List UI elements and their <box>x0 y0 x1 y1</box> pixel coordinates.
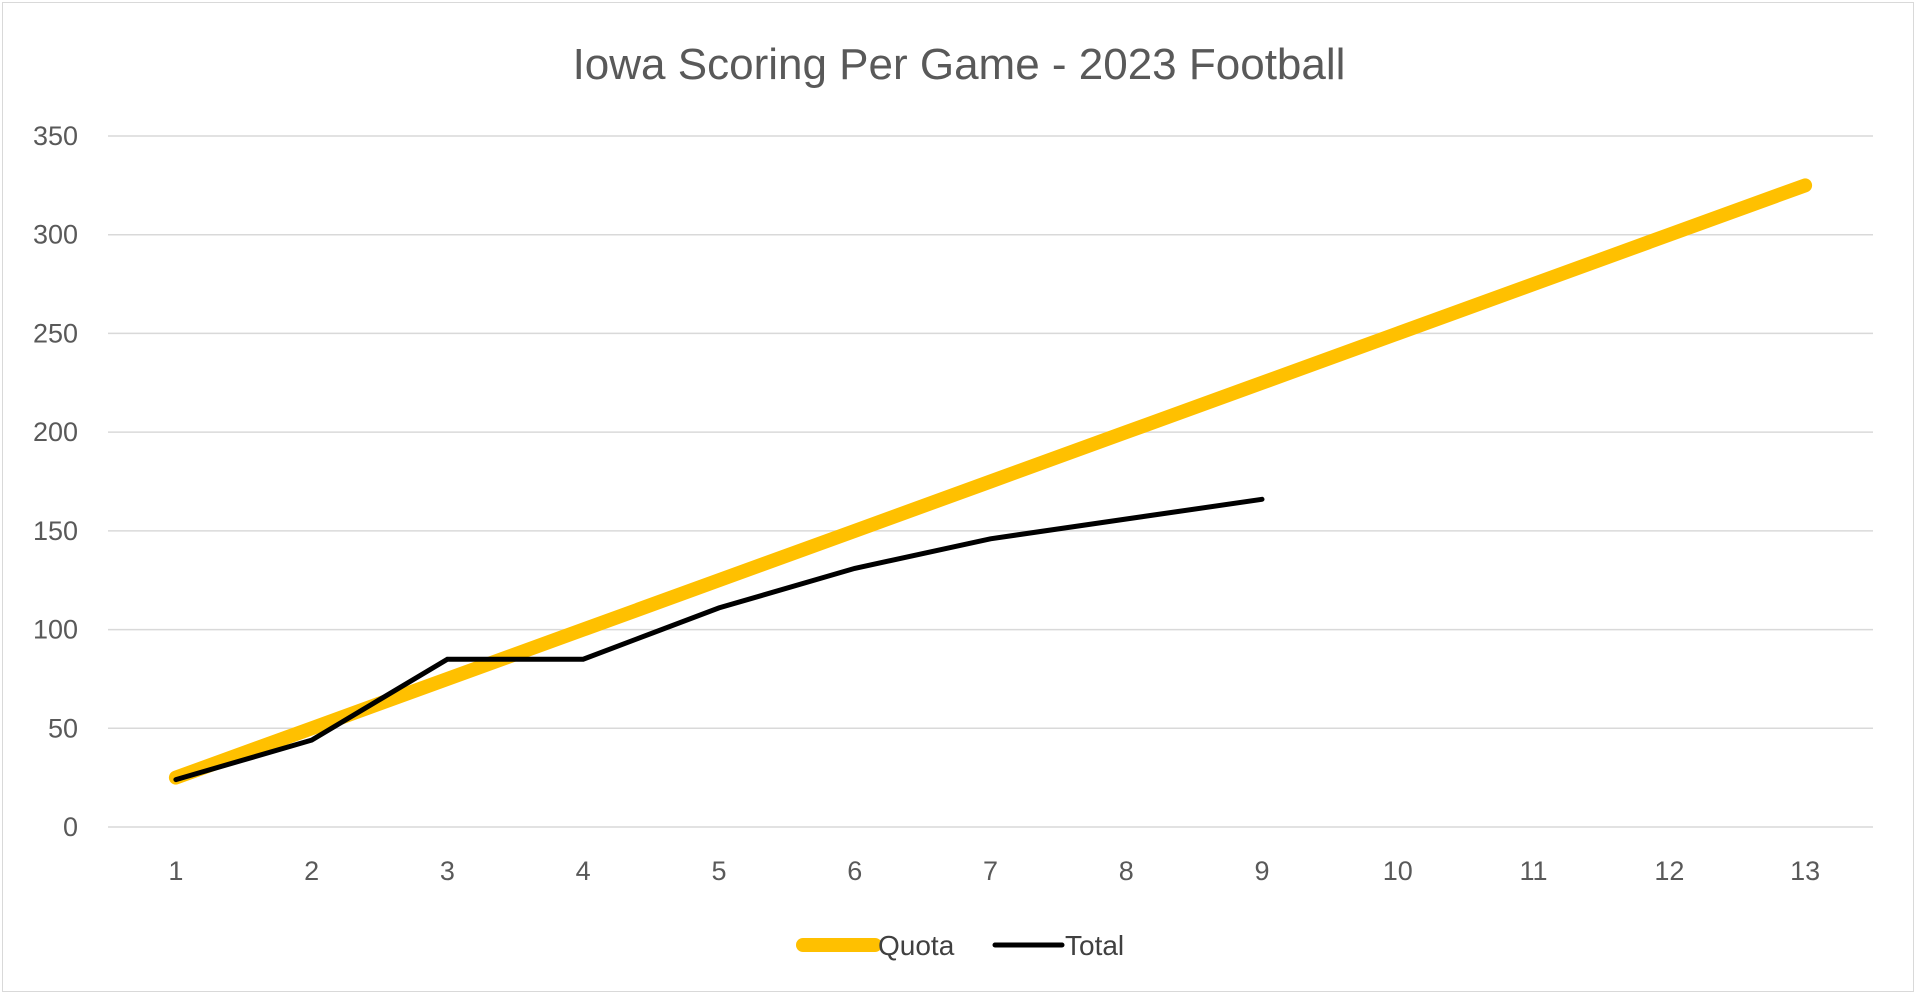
x-tick-label: 3 <box>440 856 455 886</box>
y-axis-tick-labels: 0 50 100 150 200 250 300 350 <box>33 121 78 842</box>
x-tick-label: 1 <box>168 856 183 886</box>
gridlines <box>108 135 1873 828</box>
legend-label-quota: Quota <box>878 930 955 961</box>
chart-svg: Iowa Scoring Per Game - 2023 Football 0 5… <box>33 40 1873 961</box>
x-tick-label: 2 <box>304 856 319 886</box>
series-line-total <box>173 496 1265 783</box>
chart-title: Iowa Scoring Per Game - 2023 Football <box>573 40 1346 89</box>
x-tick-label: 13 <box>1790 856 1820 886</box>
x-tick-label: 8 <box>1119 856 1134 886</box>
x-tick-label: 5 <box>711 856 726 886</box>
x-tick-label: 4 <box>576 856 591 886</box>
series-lines <box>168 178 1813 785</box>
series-line-quota <box>168 178 1813 785</box>
y-tick-label: 0 <box>63 812 78 842</box>
x-tick-label: 11 <box>1520 856 1548 886</box>
x-axis-tick-labels: 1 2 3 4 5 6 7 8 9 10 11 12 13 <box>168 856 1820 886</box>
x-tick-label: 7 <box>983 856 998 886</box>
x-tick-label: 9 <box>1255 856 1270 886</box>
y-tick-label: 50 <box>48 713 78 743</box>
y-tick-label: 300 <box>33 220 78 250</box>
legend: Quota Total <box>796 930 1124 961</box>
y-tick-label: 200 <box>33 417 78 447</box>
x-tick-label: 6 <box>847 856 862 886</box>
y-tick-label: 350 <box>33 121 78 151</box>
legend-label-total: Total <box>1065 930 1124 961</box>
y-tick-label: 100 <box>33 615 78 645</box>
x-tick-label: 12 <box>1654 856 1684 886</box>
x-tick-label: 10 <box>1383 856 1413 886</box>
y-tick-label: 250 <box>33 318 78 348</box>
y-tick-label: 150 <box>33 516 78 546</box>
